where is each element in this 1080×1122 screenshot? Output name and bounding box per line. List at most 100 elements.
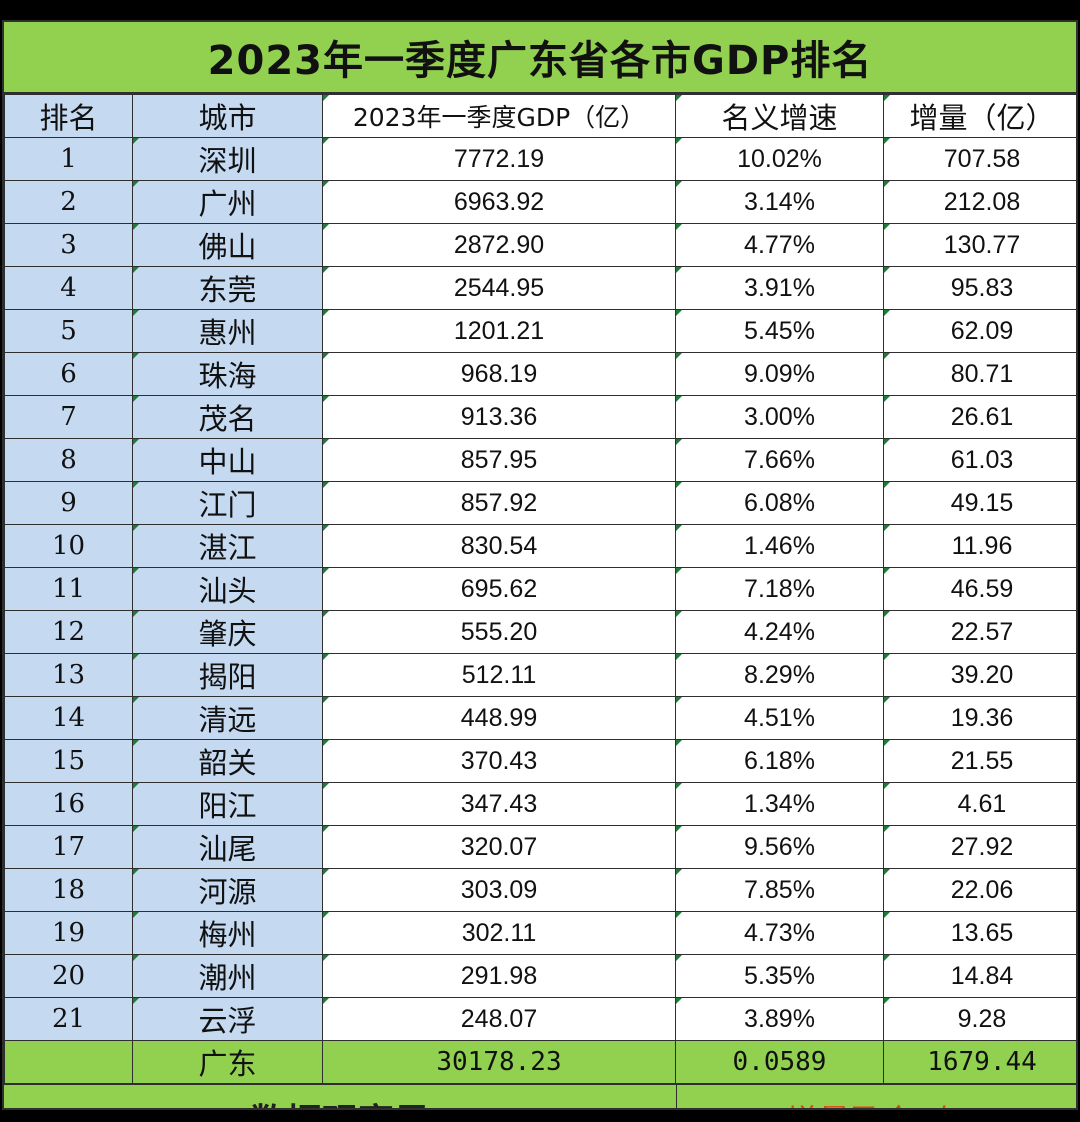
gdp-cell: 695.62	[322, 567, 676, 611]
city-cell: 东莞	[132, 266, 323, 310]
total-gdp: 30178.23	[322, 1040, 676, 1084]
header-growth: 名义增速	[675, 94, 884, 138]
rank-cell: 13	[4, 653, 133, 697]
table-body: 1 深圳 7772.19 10.02% 707.58 2 广州 6963.92 3.14% 212…	[4, 137, 1076, 1041]
header-city: 城市	[132, 94, 323, 138]
header-rank: 排名	[4, 94, 133, 138]
rank-cell: 17	[4, 825, 133, 869]
rank-cell: 9	[4, 481, 133, 525]
gdp-cell: 2872.90	[322, 223, 676, 267]
gdp-cell: 320.07	[322, 825, 676, 869]
city-cell: 揭阳	[132, 653, 323, 697]
rank-cell: 16	[4, 782, 133, 826]
rank-cell: 1	[4, 137, 133, 181]
growth-cell: 4.77%	[675, 223, 884, 267]
table-row: 17 汕尾 320.07 9.56% 27.92	[4, 825, 1076, 869]
growth-cell: 5.35%	[675, 954, 884, 998]
table-row: 1 深圳 7772.19 10.02% 707.58	[4, 137, 1076, 181]
gdp-cell: 6963.92	[322, 180, 676, 224]
growth-cell: 1.46%	[675, 524, 884, 568]
table-row: 9 江门 857.92 6.08% 49.15	[4, 481, 1076, 525]
city-cell: 汕尾	[132, 825, 323, 869]
increment-cell: 46.59	[883, 567, 1076, 611]
gdp-cell: 248.07	[322, 997, 676, 1041]
increment-cell: 27.92	[883, 825, 1076, 869]
increment-cell: 22.06	[883, 868, 1076, 912]
gdp-cell: 347.43	[322, 782, 676, 826]
header-row: 排名 城市 2023年一季度GDP（亿） 名义增速 增量（亿）	[4, 94, 1076, 138]
increment-cell: 9.28	[883, 997, 1076, 1041]
rank-cell: 18	[4, 868, 133, 912]
table-row: 19 梅州 302.11 4.73% 13.65	[4, 911, 1076, 955]
gdp-cell: 7772.19	[322, 137, 676, 181]
city-cell: 韶关	[132, 739, 323, 783]
rank-cell: 12	[4, 610, 133, 654]
gdp-cell: 291.98	[322, 954, 676, 998]
growth-cell: 10.02%	[675, 137, 884, 181]
city-cell: 清远	[132, 696, 323, 740]
gdp-cell: 2544.95	[322, 266, 676, 310]
gdp-cell: 555.20	[322, 610, 676, 654]
rank-cell: 11	[4, 567, 133, 611]
table-row: 4 东莞 2544.95 3.91% 95.83	[4, 266, 1076, 310]
increment-cell: 49.15	[883, 481, 1076, 525]
total-rank-cell	[4, 1040, 133, 1084]
increment-cell: 130.77	[883, 223, 1076, 267]
growth-cell: 8.29%	[675, 653, 884, 697]
city-cell: 潮州	[132, 954, 323, 998]
table-row: 13 揭阳 512.11 8.29% 39.20	[4, 653, 1076, 697]
table-row: 5 惠州 1201.21 5.45% 62.09	[4, 309, 1076, 353]
city-cell: 湛江	[132, 524, 323, 568]
gdp-cell: 302.11	[322, 911, 676, 955]
increment-cell: 62.09	[883, 309, 1076, 353]
rank-cell: 10	[4, 524, 133, 568]
growth-cell: 6.18%	[675, 739, 884, 783]
total-increment: 1679.44	[883, 1040, 1076, 1084]
city-cell: 云浮	[132, 997, 323, 1041]
gdp-cell: 370.43	[322, 739, 676, 783]
total-growth: 0.0589	[675, 1040, 884, 1084]
gdp-cell: 1201.21	[322, 309, 676, 353]
gdp-cell: 857.92	[322, 481, 676, 525]
growth-cell: 1.34%	[675, 782, 884, 826]
growth-cell: 7.85%	[675, 868, 884, 912]
increment-cell: 707.58	[883, 137, 1076, 181]
increment-cell: 21.55	[883, 739, 1076, 783]
city-cell: 梅州	[132, 911, 323, 955]
rank-cell: 21	[4, 997, 133, 1041]
increment-cell: 14.84	[883, 954, 1076, 998]
growth-cell: 3.89%	[675, 997, 884, 1041]
table-row: 3 佛山 2872.90 4.77% 130.77	[4, 223, 1076, 267]
footer: 数据观察君 增量盈余0亿	[4, 1084, 1076, 1108]
increment-cell: 39.20	[883, 653, 1076, 697]
table-row: 10 湛江 830.54 1.46% 11.96	[4, 524, 1076, 568]
growth-cell: 7.66%	[675, 438, 884, 482]
table-row: 6 珠海 968.19 9.09% 80.71	[4, 352, 1076, 396]
rank-cell: 8	[4, 438, 133, 482]
city-cell: 肇庆	[132, 610, 323, 654]
table-row: 21 云浮 248.07 3.89% 9.28	[4, 997, 1076, 1041]
table-row: 7 茂名 913.36 3.00% 26.61	[4, 395, 1076, 439]
increment-cell: 80.71	[883, 352, 1076, 396]
increment-cell: 13.65	[883, 911, 1076, 955]
table-row: 2 广州 6963.92 3.14% 212.08	[4, 180, 1076, 224]
growth-cell: 4.24%	[675, 610, 884, 654]
gdp-cell: 448.99	[322, 696, 676, 740]
growth-cell: 3.00%	[675, 395, 884, 439]
gdp-ranking-table: 排名 城市 2023年一季度GDP（亿） 名义增速 增量（亿） 1 深圳 7772.…	[4, 94, 1076, 1084]
table-row: 11 汕头 695.62 7.18% 46.59	[4, 567, 1076, 611]
growth-cell: 5.45%	[675, 309, 884, 353]
gdp-cell: 830.54	[322, 524, 676, 568]
increment-cell: 212.08	[883, 180, 1076, 224]
gdp-cell: 857.95	[322, 438, 676, 482]
city-cell: 广州	[132, 180, 323, 224]
rank-cell: 3	[4, 223, 133, 267]
city-cell: 阳江	[132, 782, 323, 826]
footer-source: 数据观察君	[4, 1085, 677, 1108]
rank-cell: 6	[4, 352, 133, 396]
table-row: 12 肇庆 555.20 4.24% 22.57	[4, 610, 1076, 654]
growth-cell: 9.09%	[675, 352, 884, 396]
gdp-cell: 303.09	[322, 868, 676, 912]
header-increment: 增量（亿）	[883, 94, 1076, 138]
rank-cell: 5	[4, 309, 133, 353]
